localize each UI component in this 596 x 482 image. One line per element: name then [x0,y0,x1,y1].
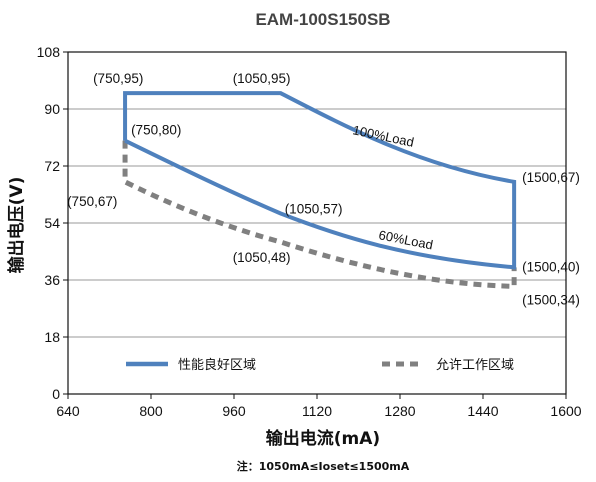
axis-ticks: 0 18 36 54 72 90 108 640 800 960 1120 1280 1440 1600 [37,44,582,419]
x-tick-label: 640 [56,403,80,419]
x-tick-label: 800 [139,403,163,419]
point-annotation: (1050,95) [233,71,291,86]
point-annotation: (1050,48) [233,250,291,265]
legend: 性能良好区域 允许工作区域 [126,357,514,373]
point-annotation: (750,80) [131,123,181,138]
y-tick-label: 18 [44,329,60,345]
point-annotation: (1050,57) [285,202,343,217]
y-tick-label: 108 [37,44,61,60]
point-annotation: (750,67) [67,194,117,209]
footnote: 注：1050mA≤Ioset≤1500mA [237,459,410,473]
chart-title: EAM-100S150SB [255,10,390,29]
x-tick-label: 1600 [550,403,581,419]
gridlines [68,108,566,338]
x-tick-label: 1120 [302,403,332,419]
y-tick-label: 54 [44,215,60,231]
y-tick-label: 0 [52,386,60,402]
series-allowed-region-line [122,140,517,289]
legend-label-allowed: 允许工作区域 [436,357,514,373]
legend-label-good: 性能良好区域 [178,357,256,373]
point-annotations: (750,95) (1050,95) (750,80) (750,67) (1050,5… [67,71,580,307]
x-tick-label: 960 [222,403,246,419]
y-tick-label: 90 [44,101,60,117]
x-tick-label: 1280 [384,403,415,419]
y-axis-label: 输出电压(V) [6,177,27,274]
x-tick-label: 1440 [467,403,498,419]
point-annotation: (1500,34) [522,292,580,307]
curve-label-100: 100%Load [351,122,415,150]
x-axis-label: 输出电流(mA) [266,428,380,449]
point-annotation: (1500,67) [522,170,580,185]
point-annotation: (1500,40) [522,259,580,274]
y-tick-label: 36 [44,272,60,288]
point-annotation: (750,95) [93,71,143,86]
y-tick-label: 72 [44,158,60,174]
series-good-region-line [123,91,517,270]
